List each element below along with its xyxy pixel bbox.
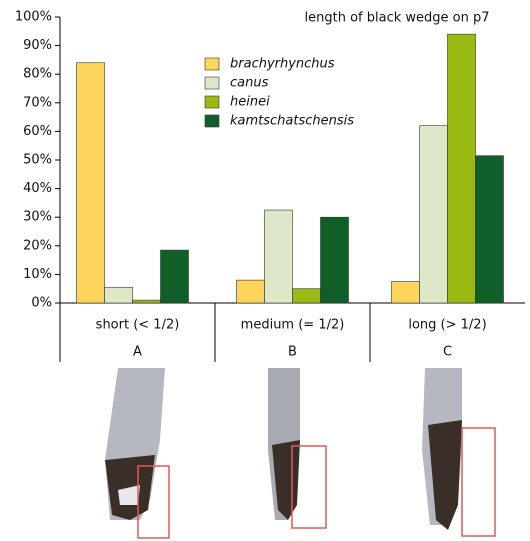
feather-c [422,368,496,537]
bar [391,281,420,304]
legend-label: brachyrhynchus [230,57,335,72]
x-tick-label: short (< 1/2) [96,318,180,333]
legend-swatch [204,114,220,128]
y-tick-label: 80% [23,67,52,82]
y-tick-label: 60% [23,124,52,139]
bar [264,209,293,304]
y-tick-label: 20% [23,238,52,253]
feather-images [105,368,496,539]
legend-swatch [204,95,220,109]
x-tick-label: long (> 1/2) [408,318,486,333]
x-tick-label: medium (= 1/2) [241,318,345,333]
bar [132,299,161,304]
y-tick-label: 40% [23,181,52,196]
legend-swatch [204,76,220,90]
y-tick-label: 90% [23,38,52,53]
legend-label: kamtschatschensis [230,114,354,129]
y-tick-label: 30% [23,210,52,225]
category-letter: A [133,345,142,360]
y-tick-label: 0% [31,296,52,311]
bar [76,62,105,304]
bar [236,279,265,304]
y-tick-label: 10% [23,267,52,282]
y-tick-label: 100% [15,10,52,25]
bar [292,288,321,304]
bar [160,249,189,304]
legend-swatch [204,57,220,71]
feather-a [105,368,170,539]
y-tick-label: 70% [23,95,52,110]
category-letter: C [443,345,452,360]
bar [475,155,504,304]
legend-label: heinei [230,95,270,110]
bar [419,125,448,304]
category-letter: B [288,345,297,360]
bar [320,216,349,304]
legend-label: canus [230,76,269,91]
y-tick-label: 50% [23,153,52,168]
feather-b [268,368,327,529]
legend-title: length of black wedge on p7 [305,11,490,26]
bar [104,286,133,304]
bar [447,33,476,304]
